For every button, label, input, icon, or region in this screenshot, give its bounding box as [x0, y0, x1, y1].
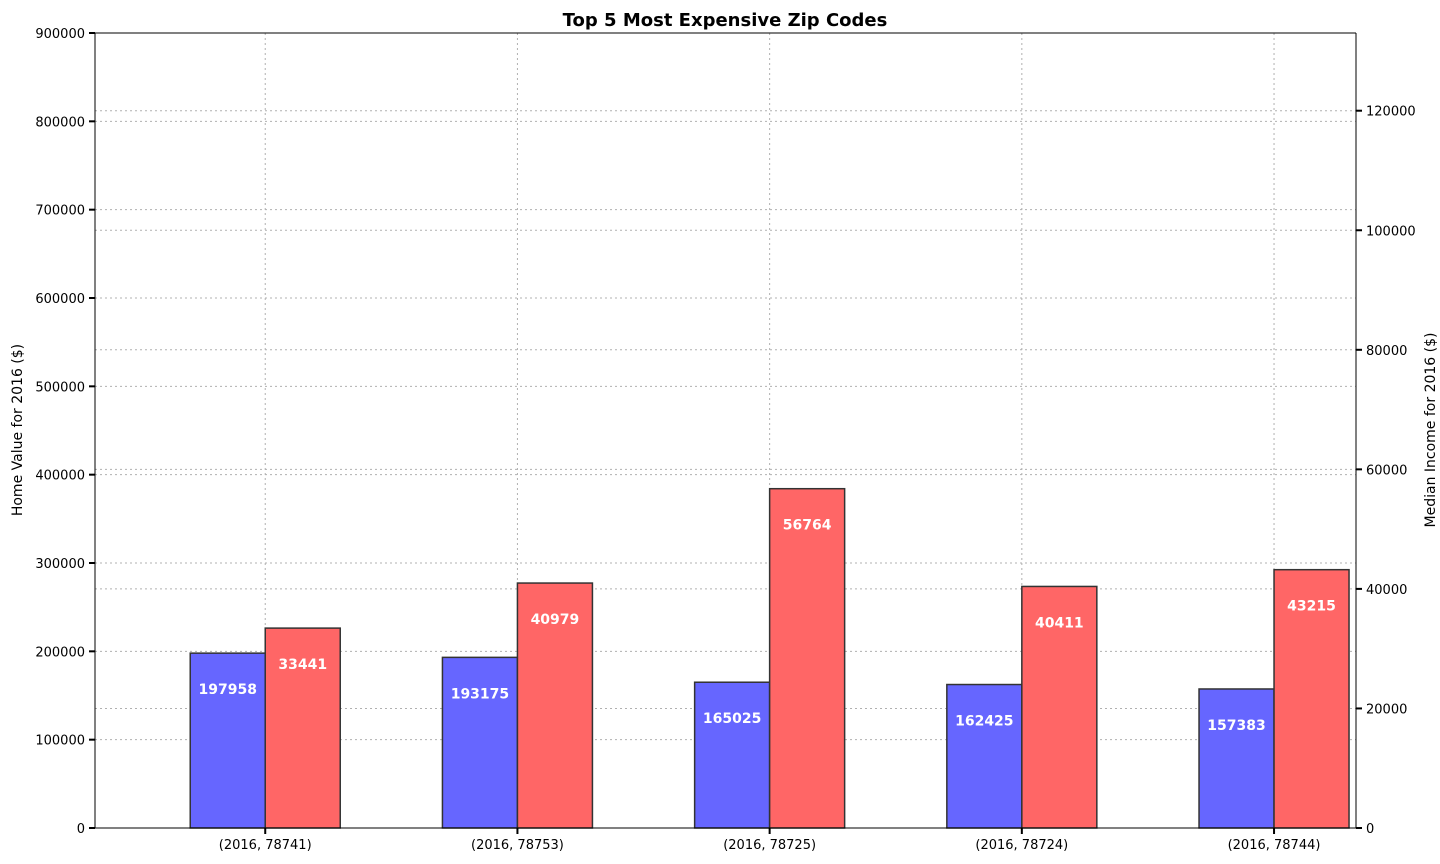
- y2-tick-label: 120000: [1366, 105, 1416, 120]
- median-income-bar: [264, 627, 341, 829]
- median-income-data-label: 56764: [783, 518, 832, 534]
- home-value-data-label: 197958: [199, 682, 257, 698]
- home-value-bar: [693, 681, 771, 829]
- home-value-bar: [441, 656, 519, 829]
- chart-title: Top 5 Most Expensive Zip Codes: [563, 10, 888, 31]
- median-income-data-label: 40411: [1035, 615, 1084, 631]
- y-tick-label: 400000: [35, 469, 85, 484]
- home-value-data-label: 165025: [703, 711, 761, 727]
- axes-layer: 0100000200000300000400000500000600000700…: [35, 27, 1415, 853]
- y2-tick-label: 100000: [1366, 224, 1416, 239]
- x-tick-label: (2016, 78724): [975, 838, 1068, 853]
- median-income-data-label: 33441: [278, 657, 327, 673]
- x-tick-label: (2016, 78753): [471, 838, 564, 853]
- home-value-data-label: 157383: [1207, 718, 1265, 734]
- home-value-data-label: 193175: [451, 686, 509, 702]
- y-tick-label: 300000: [35, 557, 85, 572]
- home-value-bar: [1198, 688, 1275, 829]
- labels-layer: 197958 33441 193175 40979 165025 56764 162425 4…: [199, 518, 1336, 734]
- median-income-bar: [516, 582, 594, 829]
- median-income-bar: [1021, 585, 1098, 829]
- x-tick-label: (2016, 78744): [1228, 838, 1321, 853]
- y2-axis-label: Median Income for 2016 ($): [1423, 333, 1439, 528]
- y-tick-label: 100000: [35, 734, 85, 749]
- median-income-data-label: 40979: [531, 612, 580, 628]
- y2-tick-label: 80000: [1366, 344, 1407, 359]
- x-tick-label: (2016, 78741): [219, 838, 312, 853]
- median-income-bar: [1273, 568, 1350, 829]
- home-value-data-label: 162425: [955, 714, 1013, 730]
- y-tick-label: 600000: [35, 292, 85, 307]
- y2-tick-label: 0: [1366, 822, 1374, 837]
- median-income-bar: [768, 487, 846, 829]
- x-tick-label: (2016, 78725): [723, 838, 816, 853]
- y-tick-label: 200000: [35, 645, 85, 660]
- y-tick-label: 500000: [35, 380, 85, 395]
- y2-tick-label: 60000: [1366, 463, 1407, 478]
- y-axis-label: Home Value for 2016 ($): [10, 344, 26, 516]
- bars-layer: [189, 487, 1350, 829]
- y-tick-label: 0: [77, 822, 85, 837]
- home-value-bar: [946, 683, 1023, 829]
- y2-tick-label: 40000: [1366, 583, 1407, 598]
- y-tick-label: 800000: [35, 115, 85, 130]
- y2-tick-label: 20000: [1366, 702, 1407, 717]
- y-tick-label: 700000: [35, 204, 85, 219]
- median-income-data-label: 43215: [1287, 599, 1336, 615]
- y-tick-label: 900000: [35, 27, 85, 42]
- home-value-bar: [189, 652, 266, 829]
